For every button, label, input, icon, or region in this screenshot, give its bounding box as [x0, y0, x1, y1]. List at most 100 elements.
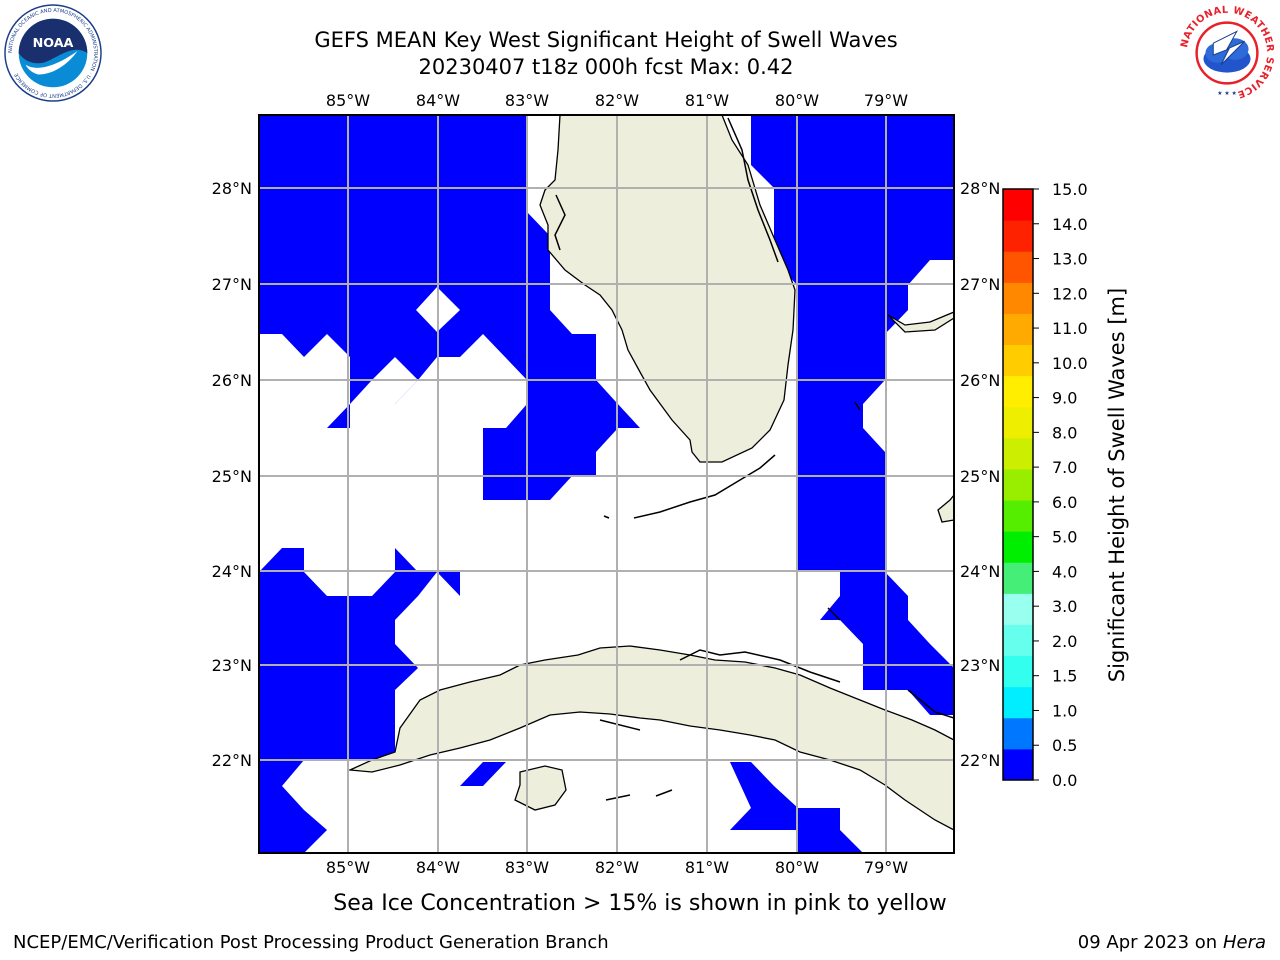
colorbar-label-line1: Significant Height of Swell Waves [m]	[1105, 288, 1129, 682]
colorbar-tick-label: 15.0	[1052, 180, 1088, 199]
colorbar-segment	[1003, 313, 1033, 346]
lat-label: 26°N	[960, 371, 1000, 390]
lon-label: 84°W	[416, 91, 460, 110]
lat-label: 28°N	[960, 179, 1000, 198]
lat-label: 27°N	[212, 275, 252, 294]
colorbar-tick-label: 1.5	[1052, 667, 1077, 686]
lat-label: 24°N	[960, 562, 1000, 581]
colorbar-segment	[1003, 437, 1033, 470]
lon-label: 79°W	[864, 91, 908, 110]
colorbar-tick-label: 8.0	[1052, 423, 1077, 442]
colorbar-tick-label: 4.0	[1052, 562, 1077, 581]
colorbar-segment	[1003, 220, 1033, 252]
lon-label: 83°W	[505, 858, 549, 877]
colorbar-segment	[1003, 562, 1033, 594]
lat-label: 28°N	[212, 179, 252, 198]
lon-label: 85°W	[326, 858, 370, 877]
bahamas-grand-bahama	[887, 311, 954, 333]
colorbar-segment	[1003, 375, 1033, 408]
colorbar-tick-label: 1.0	[1052, 701, 1077, 720]
colorbar-tick-label: 3.0	[1052, 597, 1077, 616]
lon-label: 79°W	[864, 858, 908, 877]
lon-label: 82°W	[595, 858, 639, 877]
map-content	[259, 115, 954, 853]
lon-label: 80°W	[775, 858, 819, 877]
cuba	[347, 645, 954, 831]
lon-labels-bottom: 85°W 84°W 83°W 82°W 81°W 80°W 79°W	[326, 858, 908, 877]
footer-date-text: 09 Apr 2023 on	[1077, 932, 1223, 953]
colorbar-tick-label: 14.0	[1052, 215, 1088, 234]
lat-label: 23°N	[212, 656, 252, 675]
lat-labels-right: 28°N 27°N 26°N 25°N 24°N 23°N 22°N	[960, 179, 1000, 770]
colorbar-segment	[1003, 624, 1033, 657]
colorbar-segment	[1003, 531, 1033, 563]
lat-label: 22°N	[212, 751, 252, 770]
chart-title: GEFS MEAN Key West Significant Height of…	[314, 28, 898, 52]
lon-label: 84°W	[416, 858, 460, 877]
footer-credit: NCEP/EMC/Verification Post Processing Pr…	[13, 932, 609, 953]
colorbar-tick-label: 7.0	[1052, 458, 1077, 477]
colorbar-tick-label: 6.0	[1052, 493, 1077, 512]
chart-subtitle: 20230407 t18z 000h fcst Max: 0.42	[418, 55, 794, 79]
sea-ice-note: Sea Ice Concentration > 15% is shown in …	[333, 891, 947, 916]
colorbar-segment	[1003, 468, 1033, 501]
lon-label: 81°W	[685, 858, 729, 877]
bahamas-andros	[937, 493, 954, 523]
lat-label: 25°N	[960, 467, 1000, 486]
noaa-logo: NATIONAL OCEANIC AND ATMOSPHERIC ADMINIS…	[4, 4, 102, 102]
lon-label: 83°W	[505, 91, 549, 110]
colorbar-segment	[1003, 406, 1033, 439]
swell-region-far-southwest	[259, 760, 327, 853]
colorbar-frame	[1002, 188, 1034, 781]
colorbar-tick-label: 5.0	[1052, 528, 1077, 547]
noaa-logo-text: NOAA	[33, 36, 74, 51]
lat-label: 26°N	[212, 371, 252, 390]
bahamas-cays	[827, 401, 954, 719]
swell-field	[259, 115, 954, 853]
map-frame	[258, 114, 955, 854]
tampa-bay	[554, 194, 566, 251]
lat-label: 22°N	[960, 751, 1000, 770]
colorbar-tick-label: 12.0	[1052, 284, 1088, 303]
colorbar-segment	[1003, 686, 1033, 719]
lat-label: 27°N	[960, 275, 1000, 294]
lat-label: 24°N	[212, 562, 252, 581]
lon-label: 81°W	[685, 91, 729, 110]
swell-region-east	[751, 115, 954, 715]
lon-label: 82°W	[595, 91, 639, 110]
colorbar-segment	[1003, 655, 1033, 688]
swell-region-southwest	[259, 548, 460, 760]
colorbar-segment	[1003, 251, 1033, 283]
cuba-north-cays	[679, 649, 841, 683]
colorbar-segment	[1003, 748, 1033, 781]
colorbar-tick-label: 0.0	[1052, 771, 1077, 790]
colorbar-tick-label: 2.0	[1052, 632, 1077, 651]
florida-keys	[633, 454, 776, 519]
nws-logo: NATIONAL WEATHER SERVICE ★ ★ ★	[1178, 5, 1276, 102]
lat-label: 23°N	[960, 656, 1000, 675]
colorbar-tick-label: 9.0	[1052, 389, 1077, 408]
footer-host: Hera	[1222, 932, 1266, 953]
dry-tortugas	[603, 515, 610, 519]
swell-region-south	[460, 762, 506, 786]
colorbar-tick-label: 11.0	[1052, 319, 1088, 338]
colorbar-segment	[1003, 500, 1033, 532]
lon-label: 85°W	[326, 91, 370, 110]
graticule	[259, 115, 954, 853]
coastline-details	[554, 117, 954, 801]
florida-peninsula	[539, 115, 796, 463]
svg-text:★ ★ ★: ★ ★ ★	[1217, 90, 1237, 97]
colorbar-tick-label: 10.0	[1052, 354, 1088, 373]
colorbar-tick-label: 0.5	[1052, 736, 1077, 755]
lon-labels-top: 85°W 84°W 83°W 82°W 81°W 80°W 79°W	[326, 91, 908, 110]
colorbar-tick-label: 13.0	[1052, 250, 1088, 269]
lat-labels-left: 28°N 27°N 26°N 25°N 24°N 23°N 22°N	[212, 179, 252, 770]
florida-east-coast-islands	[727, 117, 779, 263]
land-masses	[347, 115, 954, 831]
colorbar-segment	[1003, 593, 1033, 625]
colorbar: 0.0 0.5 1.0 1.5 2.0 3.0 4.0 5.0 6.0 7.0 8.0 9.0 10.0…	[1002, 180, 1088, 790]
lat-label: 25°N	[212, 467, 252, 486]
footer-date: 09 Apr 2023 on Hera	[1078, 932, 1266, 953]
colorbar-segment	[1003, 282, 1033, 314]
